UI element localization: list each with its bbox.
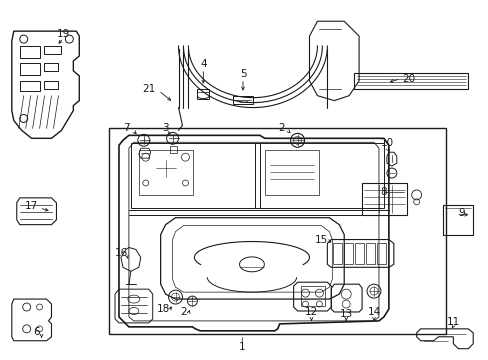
Bar	[254, 143, 383, 208]
Text: 3: 3	[162, 123, 168, 134]
Bar	[20, 81, 40, 91]
Text: 6: 6	[33, 327, 40, 337]
Bar	[333, 243, 342, 264]
Bar	[300, 286, 325, 306]
Bar	[20, 46, 40, 58]
Bar	[20, 63, 40, 75]
Text: 20: 20	[401, 74, 414, 84]
Text: 21: 21	[142, 84, 155, 94]
Bar	[43, 63, 59, 71]
Text: 18: 18	[157, 304, 170, 314]
Bar	[131, 143, 259, 208]
Bar	[366, 243, 374, 264]
Text: 11: 11	[446, 317, 459, 327]
Text: 19: 19	[57, 29, 70, 39]
Text: 17: 17	[25, 201, 38, 211]
Text: 2: 2	[180, 307, 186, 317]
Bar	[43, 46, 61, 54]
Text: 15: 15	[314, 234, 327, 244]
Text: 4: 4	[200, 59, 206, 69]
Text: 10: 10	[380, 138, 393, 148]
Text: 2: 2	[278, 123, 285, 134]
Bar	[233, 96, 252, 104]
Bar	[344, 243, 352, 264]
Bar	[376, 243, 385, 264]
Bar	[43, 81, 59, 89]
Text: 1: 1	[238, 342, 245, 352]
Bar	[139, 150, 193, 195]
Text: 5: 5	[239, 69, 246, 79]
Text: 16: 16	[114, 248, 127, 258]
Bar	[354, 243, 364, 264]
Bar	[197, 89, 209, 99]
Bar	[264, 150, 319, 195]
Text: 13: 13	[339, 309, 352, 319]
Bar	[361, 183, 406, 215]
Text: 9: 9	[457, 208, 464, 218]
Bar	[169, 146, 176, 153]
Text: 12: 12	[304, 307, 318, 317]
Bar	[353, 73, 468, 89]
Text: 8: 8	[380, 187, 386, 197]
Bar	[109, 129, 446, 334]
Text: 14: 14	[366, 307, 380, 317]
Bar	[443, 205, 472, 235]
Text: 7: 7	[122, 123, 129, 134]
